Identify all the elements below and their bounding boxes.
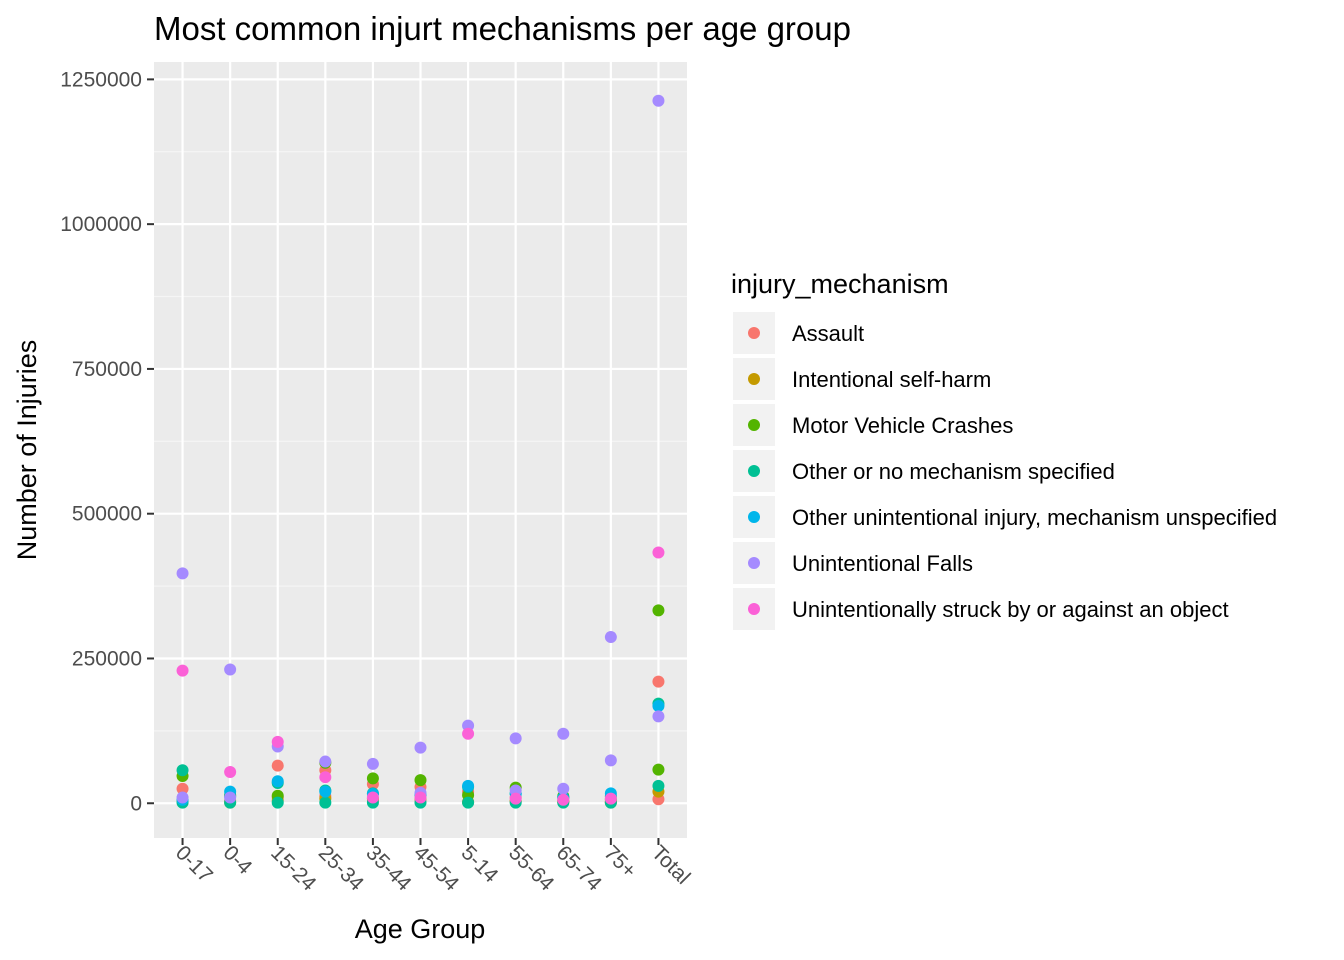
data-point xyxy=(176,664,189,677)
data-point xyxy=(604,792,617,805)
data-point xyxy=(271,775,284,788)
data-point xyxy=(271,759,284,772)
x-axis-title: Age Group xyxy=(355,914,486,944)
legend-items: Assault Intentional self-harm Motor Vehicl… xyxy=(733,312,1277,630)
data-point xyxy=(176,567,189,580)
data-point xyxy=(271,796,284,809)
legend-marker xyxy=(748,603,760,615)
data-point xyxy=(557,793,570,806)
legend-label: Motor Vehicle Crashes xyxy=(792,413,1013,438)
legend-label: Other unintentional injury, mechanism un… xyxy=(792,505,1277,530)
data-point xyxy=(462,779,475,792)
data-point xyxy=(557,727,570,740)
legend-label: Intentional self-harm xyxy=(792,367,991,392)
data-point xyxy=(652,94,665,107)
data-point xyxy=(652,763,665,776)
data-point xyxy=(509,732,522,745)
data-point xyxy=(319,785,332,798)
data-point xyxy=(652,699,665,712)
y-tick-label: 250000 xyxy=(72,647,142,670)
data-point xyxy=(652,604,665,617)
data-point xyxy=(224,663,237,676)
legend-marker xyxy=(748,557,760,569)
data-point xyxy=(414,741,427,754)
data-point xyxy=(414,774,427,787)
data-point xyxy=(176,791,189,804)
y-tick-label: 1000000 xyxy=(60,213,142,236)
chart-title: Most common injurt mechanisms per age gr… xyxy=(154,10,851,47)
data-point xyxy=(366,757,379,770)
y-tick-label: 0 xyxy=(130,792,142,815)
data-point xyxy=(366,791,379,804)
legend-marker xyxy=(748,419,760,431)
data-point xyxy=(652,779,665,792)
y-tick-label: 750000 xyxy=(72,358,142,381)
data-points xyxy=(176,94,665,809)
data-point xyxy=(557,782,570,795)
y-tick-label: 500000 xyxy=(72,503,142,526)
legend-label: Other or no mechanism specified xyxy=(792,459,1115,484)
y-axis: 0 250000 500000 750000 1000000 1250000 xyxy=(60,68,154,815)
data-point xyxy=(652,546,665,559)
data-point xyxy=(176,782,189,795)
legend-marker xyxy=(748,511,760,523)
y-axis-title: Number of Injuries xyxy=(12,340,42,561)
legend-marker xyxy=(748,373,760,385)
data-point xyxy=(366,772,379,785)
y-tick-label: 1250000 xyxy=(60,68,142,91)
data-point xyxy=(414,791,427,804)
data-point xyxy=(319,755,332,768)
grid-major xyxy=(154,62,687,838)
data-point xyxy=(509,792,522,805)
legend: injury_mechanism Assault Intentional self… xyxy=(731,269,1277,630)
data-point xyxy=(462,796,475,809)
data-point xyxy=(462,727,475,740)
data-point xyxy=(319,771,332,784)
legend-marker xyxy=(748,327,760,339)
data-point xyxy=(604,631,617,644)
data-point xyxy=(319,796,332,809)
data-point xyxy=(224,791,237,804)
legend-marker xyxy=(748,465,760,477)
data-point xyxy=(176,764,189,777)
data-point xyxy=(604,754,617,767)
data-point xyxy=(652,710,665,723)
data-point xyxy=(652,675,665,688)
legend-label: Assault xyxy=(792,321,864,346)
data-point xyxy=(224,765,237,778)
legend-title: injury_mechanism xyxy=(731,269,949,299)
legend-label: Unintentionally struck by or against an … xyxy=(792,597,1229,622)
legend-label: Unintentional Falls xyxy=(792,551,973,576)
data-point xyxy=(271,735,284,748)
